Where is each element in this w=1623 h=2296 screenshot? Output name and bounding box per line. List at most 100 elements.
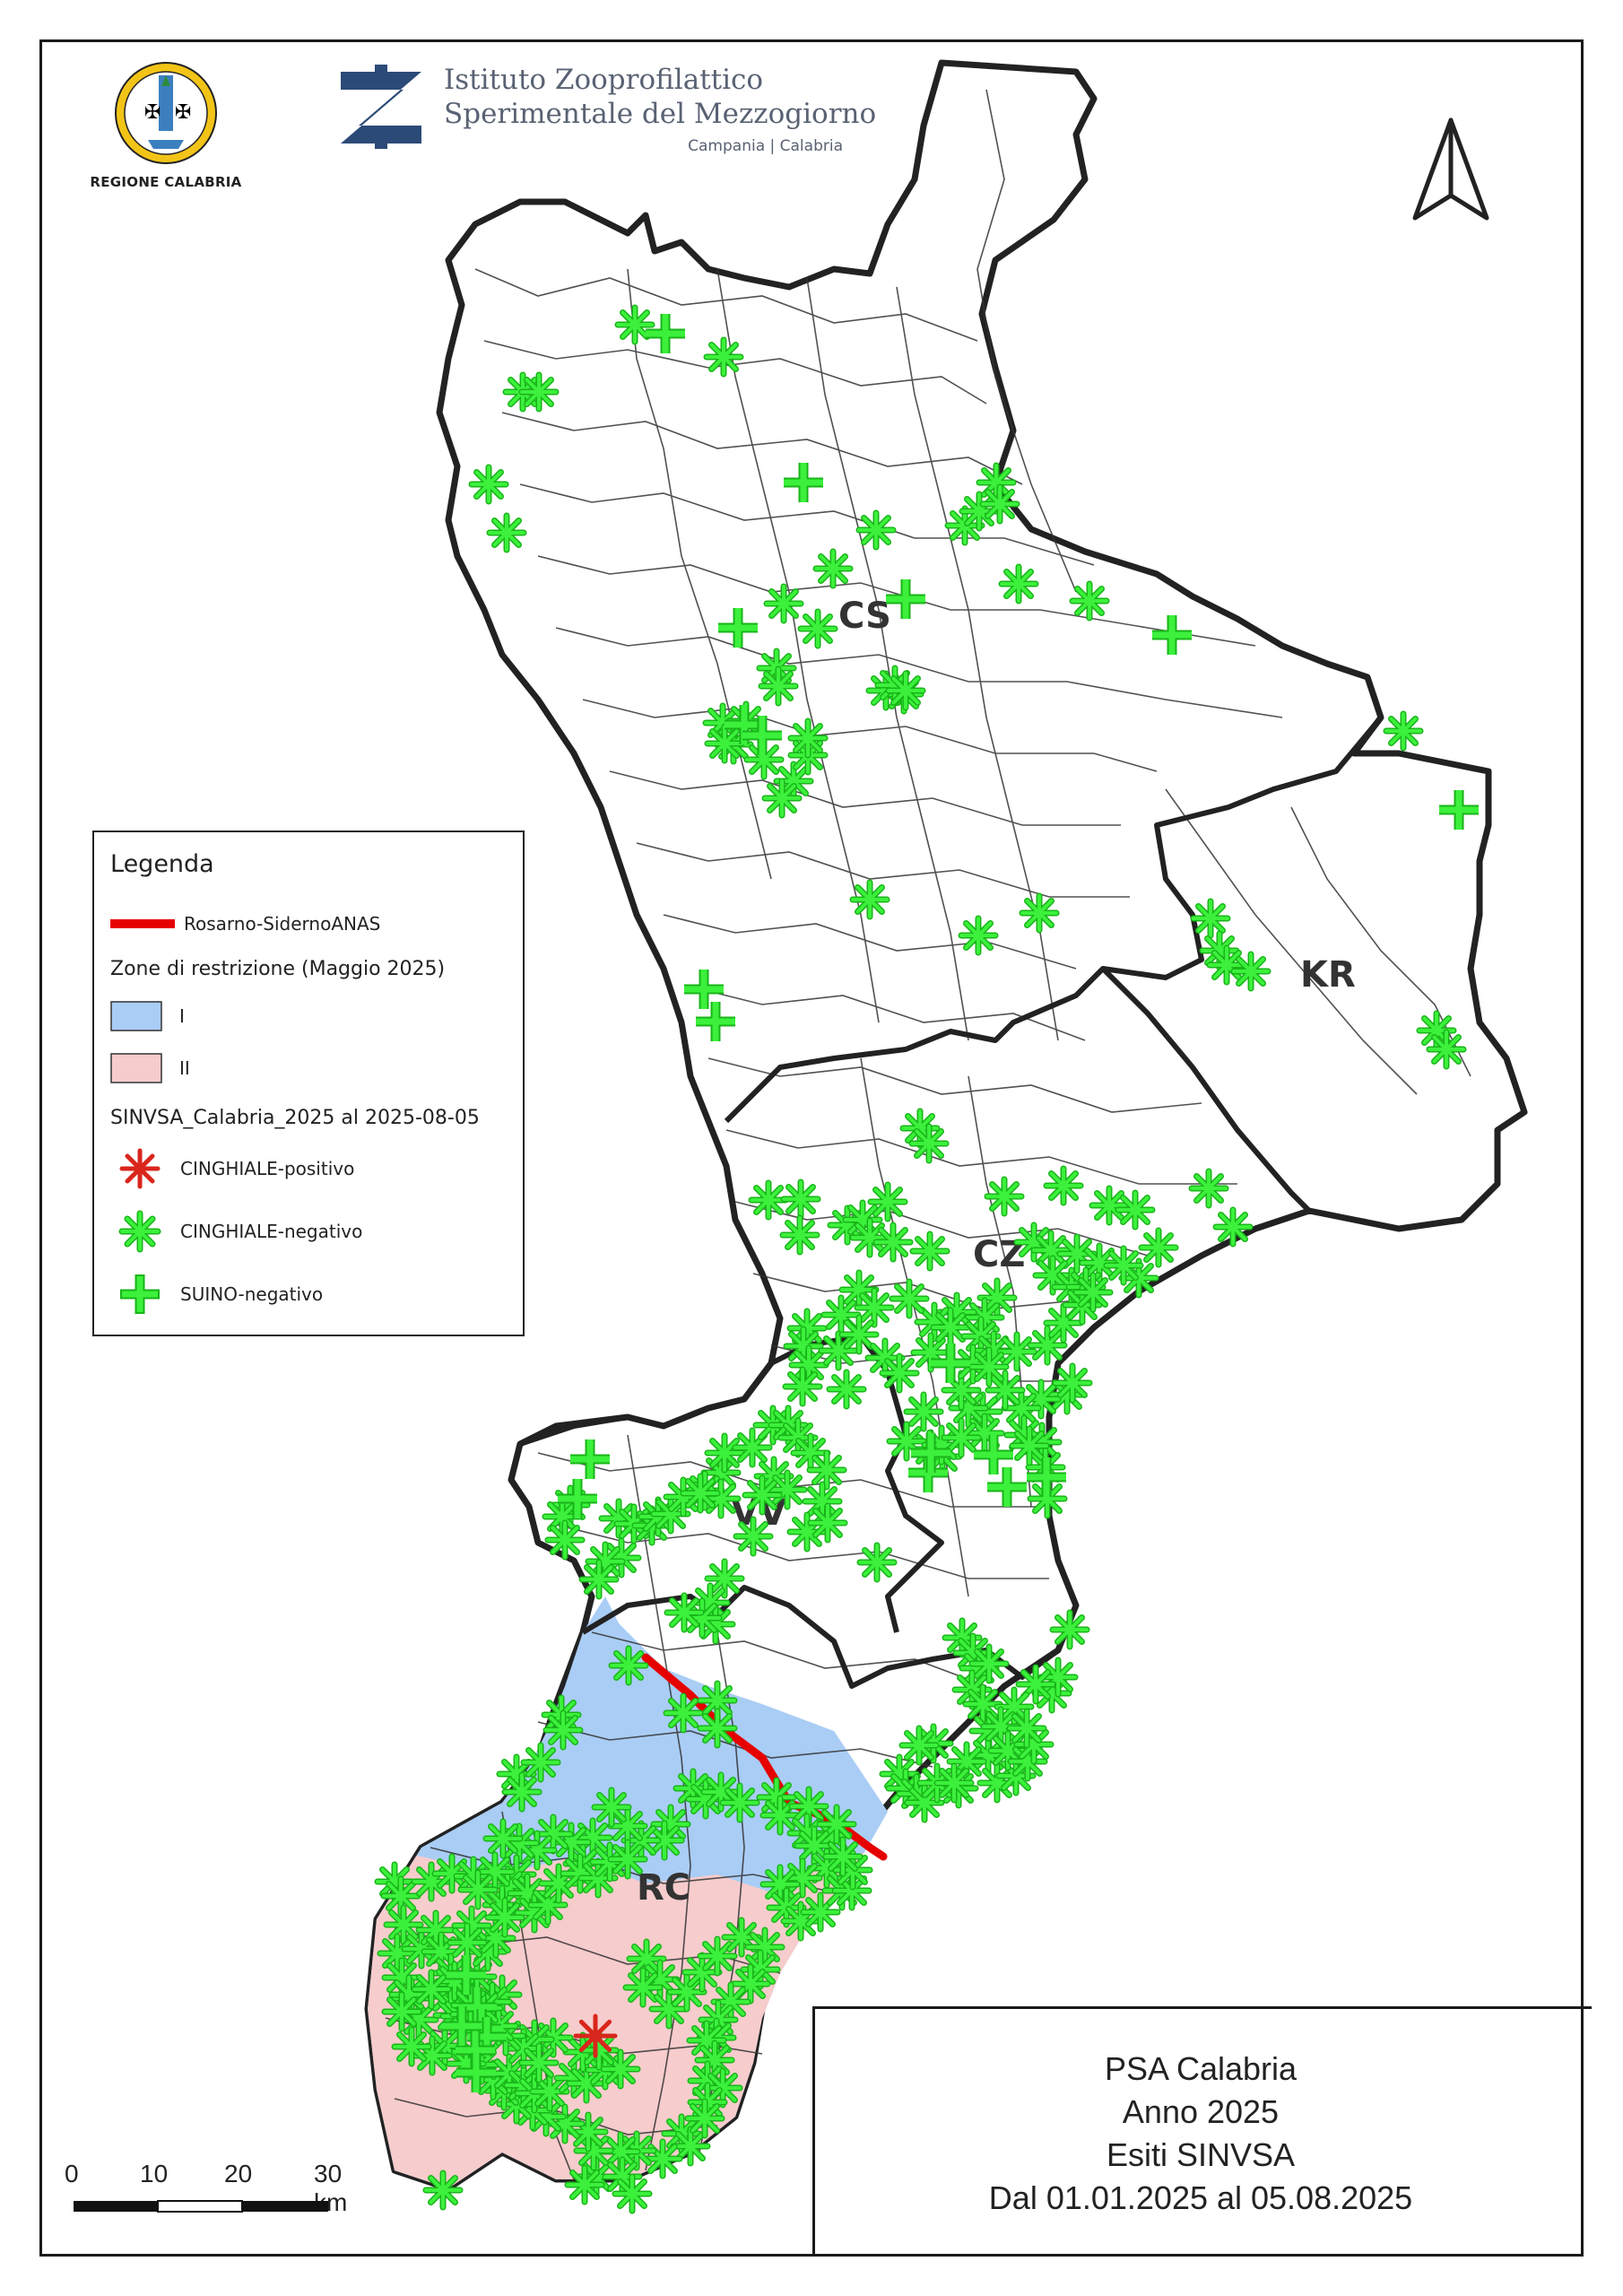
cinghiale-negativo-marker xyxy=(1212,1206,1254,1248)
scale-tick-10: 10 xyxy=(140,2160,169,2187)
legend: Legenda Rosarno-SidernoANAS Zone di rest… xyxy=(92,831,525,1336)
suino-negativo-marker xyxy=(570,1439,610,1479)
zone-2-swatch xyxy=(110,1053,162,1083)
cinghiale-negativo-marker xyxy=(826,1369,867,1410)
asterisk-red-icon xyxy=(119,1148,161,1189)
suino-negativo-marker xyxy=(742,716,782,755)
suino-negativo-marker xyxy=(911,1433,950,1473)
cinghiale-negativo-marker xyxy=(710,1981,751,2022)
cinghiale-negativo-marker xyxy=(411,1969,452,2010)
cinghiale-negativo-marker xyxy=(474,1851,516,1892)
cinghiale-negativo-marker xyxy=(644,1820,685,1861)
region-logo-caption: REGIONE CALABRIA xyxy=(90,174,242,190)
cinghiale-negativo-marker xyxy=(600,2048,641,2090)
cinghiale-negativo-marker xyxy=(1006,1708,1047,1749)
suino-negativo-marker xyxy=(886,579,925,619)
cinghiale-negativo-marker xyxy=(704,1432,745,1474)
svg-text:✠: ✠ xyxy=(144,101,161,124)
cinghiale-negativo-marker xyxy=(797,608,838,649)
suino-negativo-marker xyxy=(447,1955,486,1995)
cinghiale-negativo-marker xyxy=(872,1222,914,1263)
cinghiale-negativo-marker xyxy=(457,1869,499,1910)
cinghiale-negativo-marker xyxy=(979,483,1020,525)
scale-bar-graphic xyxy=(74,2200,328,2213)
cinghiale-negativo-marker xyxy=(763,583,804,624)
cinghiale-negativo-marker xyxy=(952,1632,994,1674)
cinghiale-negativo-marker xyxy=(391,2026,432,2067)
suino-negativo-marker xyxy=(696,1002,735,1041)
cinghiale-negativo-marker xyxy=(958,915,999,956)
cinghiale-negativo-marker xyxy=(822,1836,864,1877)
cinghiale-positivo-marker xyxy=(573,2013,618,2058)
suino-negativo-marker xyxy=(1152,615,1192,655)
north-arrow xyxy=(1406,115,1496,235)
izs-name-line1: Istituto Zooprofilattico xyxy=(444,64,764,96)
cinghiale-negativo-marker xyxy=(779,1214,820,1256)
map-frame xyxy=(39,39,1584,2257)
suino-negativo-marker xyxy=(718,608,758,648)
suino-negativo-marker xyxy=(558,1479,597,1518)
cinghiale-negativo-marker xyxy=(670,2126,711,2167)
cinghiale-negativo-marker xyxy=(903,1391,944,1432)
cinghiale-negativo-marker xyxy=(968,1643,1010,1684)
cinghiale-negativo-marker xyxy=(700,1452,742,1493)
cinghiale-negativo-marker xyxy=(941,1417,982,1458)
cinghiale-negativo-marker xyxy=(719,1782,760,1823)
cinghiale-negativo-marker xyxy=(1089,1185,1130,1226)
cinghiale-negativo-marker xyxy=(501,1771,542,1813)
cinghiale-negativo-marker xyxy=(856,1542,898,1583)
cinghiale-negativo-marker xyxy=(1052,1362,1093,1404)
cinghiale-negativo-marker xyxy=(780,1178,821,1220)
province-label-kr: KR xyxy=(1300,954,1356,996)
north-arrow-icon xyxy=(1412,117,1489,221)
cinghiale-negativo-marker xyxy=(744,1926,785,1968)
scale-tick-0: 0 xyxy=(65,2160,79,2187)
cinghiale-negativo-marker xyxy=(855,509,897,551)
cinghiale-negativo-marker xyxy=(544,2103,586,2144)
cinghiale-negativo-marker xyxy=(697,1680,738,1721)
cinghiale-negativo-marker xyxy=(807,1502,848,1544)
cinghiale-negativo-marker xyxy=(377,1933,418,1974)
cinghiale-negativo-marker xyxy=(1009,1425,1050,1466)
cinghiale-negativo-marker xyxy=(600,2131,641,2172)
cinghiale-negativo-marker xyxy=(909,1231,950,1272)
suino-negativo-marker xyxy=(442,2006,482,2046)
cinghiale-negativo-marker xyxy=(381,1991,422,2032)
cinghiale-negativo-marker xyxy=(591,1787,632,1828)
cinghiale-negativo-marker xyxy=(806,1449,847,1491)
cinghiale-negativo-marker xyxy=(1027,1325,1068,1366)
cinghiale-negativo-marker xyxy=(1043,1302,1084,1344)
cinghiale-negativo-marker xyxy=(684,2098,725,2139)
plus-green-icon xyxy=(120,1274,160,1314)
cinghiale-negativo-marker xyxy=(1188,1168,1229,1209)
scale-tick-20: 20 xyxy=(224,2160,253,2187)
cinghiale-negativo-marker xyxy=(743,739,785,780)
cinghiale-negativo-marker xyxy=(622,1967,664,2008)
region-emblem-icon: ✠ ✠ xyxy=(115,62,217,164)
cinghiale-negativo-marker xyxy=(663,1692,704,1734)
cinghiale-negativo-marker xyxy=(499,1822,540,1864)
izs-z-icon xyxy=(341,65,421,149)
cinghiale-negativo-marker xyxy=(968,1346,1010,1387)
cinghiale-negativo-marker xyxy=(664,1592,705,1633)
cinghiale-negativo-marker xyxy=(849,879,890,920)
title-line2: Anno 2025 xyxy=(1122,2093,1280,2130)
izs-logo: Istituto Zooprofilattico Sperimentale de… xyxy=(332,63,876,156)
suino-negativo-marker xyxy=(784,463,823,502)
title-line3: Esiti SINVSA xyxy=(1106,2136,1296,2173)
zone-1-swatch xyxy=(110,1001,162,1031)
cinghiale-negativo-marker xyxy=(1069,580,1110,622)
cinghiale-negativo-marker xyxy=(908,1123,950,1164)
cinghiale-negativo-marker xyxy=(898,1725,940,1766)
cinghiale-negativo-marker xyxy=(1383,710,1424,752)
asterisk-green-icon xyxy=(118,1210,161,1253)
legend-title: Legenda xyxy=(110,850,214,878)
cinghiale-negativo-marker xyxy=(568,2111,609,2152)
cinghiale-negativo-marker xyxy=(542,1709,584,1751)
cinghiale-negativo-marker xyxy=(984,1176,1025,1217)
cinghiale-negativo-marker xyxy=(520,1742,561,1783)
suino-negativo-marker xyxy=(1027,1457,1066,1497)
cinghiale-negativo-marker xyxy=(930,1307,971,1348)
cinghiale-negativo-marker xyxy=(703,336,744,378)
province-label-rc: RC xyxy=(637,1867,690,1909)
